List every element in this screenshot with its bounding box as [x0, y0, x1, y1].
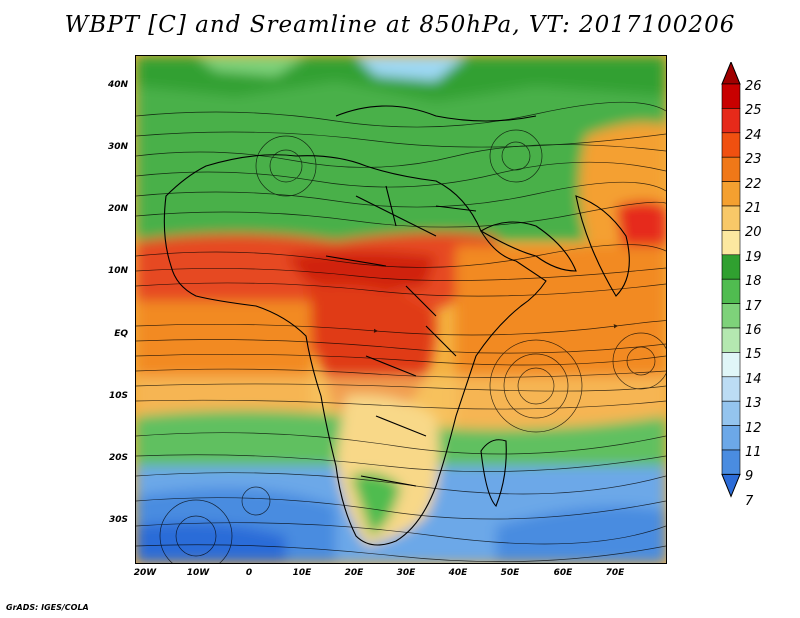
lon-label-50e: 50E — [500, 568, 520, 578]
lon-label-30e: 30E — [396, 568, 416, 578]
colorbar-max-arrow — [721, 62, 741, 85]
colorbar-tick-label: 16 — [745, 323, 762, 338]
colorbar-tick-label: 22 — [745, 176, 762, 192]
colorbar-segment — [721, 449, 741, 475]
lon-label-10w: 10W — [186, 568, 210, 578]
colorbar-tick-label: 21 — [745, 201, 762, 216]
colorbar-segment — [721, 132, 741, 158]
colorbar-segment — [721, 327, 741, 353]
colorbar-tick-label: 12 — [745, 420, 762, 436]
streamlines — [136, 101, 666, 563]
lat-label-eq: EQ — [114, 329, 128, 339]
lon-label-10e: 10E — [292, 568, 312, 578]
colorbar-segment — [721, 425, 741, 451]
colorbar-tick-label: 24 — [745, 127, 762, 143]
lat-label-10n: 10N — [107, 266, 128, 276]
colorbar-segment — [721, 352, 741, 378]
lat-label-20n: 20N — [107, 204, 128, 214]
grads-credit: GrADS: IGES/COLA — [6, 603, 89, 612]
lat-label-20s: 20S — [108, 453, 128, 463]
lon-label-20w: 20W — [133, 568, 157, 578]
colorbar-segment — [721, 400, 741, 426]
colorbar-segment — [721, 205, 741, 231]
colorbar-tick-label: 7 — [745, 493, 754, 509]
lon-label-20e: 20E — [344, 568, 364, 578]
lat-label-30s: 30S — [108, 515, 128, 525]
lon-label-0: 0 — [245, 568, 253, 578]
lat-label-40n: 40N — [107, 80, 128, 90]
colorbar-segment — [721, 108, 741, 134]
colorbar-segment — [721, 156, 741, 182]
wbpt-shading — [136, 56, 666, 563]
colorbar-tick-label: 19 — [745, 249, 762, 265]
colorbar-tick-label: 13 — [745, 396, 762, 412]
colorbar-segment — [721, 303, 741, 329]
colorbar-tick-label: 11 — [745, 445, 762, 460]
colorbar-segment — [721, 278, 741, 304]
colorbar — [721, 62, 741, 498]
colorbar-tick-label: 17 — [745, 298, 762, 314]
colorbar-tick-label: 23 — [745, 152, 762, 168]
colorbar-segment — [721, 230, 741, 256]
colorbar-tick-label: 14 — [745, 371, 762, 387]
coastline-outlines — [163, 105, 630, 546]
colorbar-tick-label: 9 — [745, 469, 754, 485]
colorbar-tick-label: 18 — [745, 274, 762, 290]
lon-label-40e: 40E — [448, 568, 468, 578]
lon-label-60e: 60E — [553, 568, 573, 578]
lon-label-70e: 70E — [605, 568, 625, 578]
colorbar-min-arrow — [721, 473, 741, 498]
colorbar-segment — [721, 376, 741, 402]
colorbar-tick-label: 15 — [745, 347, 762, 363]
colorbar-tick-label: 20 — [745, 225, 762, 241]
colorbar-tick-label: 26 — [745, 79, 762, 94]
lat-label-30n: 30N — [107, 142, 128, 152]
colorbar-tick-label: 25 — [745, 103, 762, 119]
map-title: WBPT [C] and Sreamline at 850hPa, VT: 20… — [64, 12, 736, 38]
map-panel — [135, 55, 667, 564]
colorbar-segment — [721, 181, 741, 207]
colorbar-segment — [721, 83, 741, 109]
colorbar-segment — [721, 254, 741, 280]
lat-label-10s: 10S — [108, 391, 128, 401]
